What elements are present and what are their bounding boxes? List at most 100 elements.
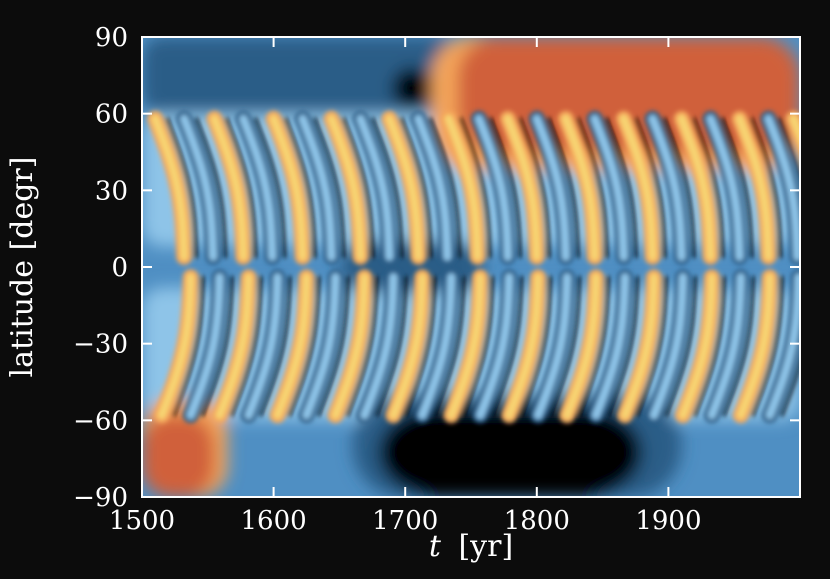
south-wing-core (302, 273, 340, 420)
south-wing-core (418, 273, 456, 420)
north-wing-separator (778, 117, 800, 183)
south-wing-core (186, 273, 224, 420)
north-wing-separator (459, 117, 492, 259)
north-wing-separator (576, 117, 609, 259)
south-wing-separator (490, 275, 523, 417)
south-wing-separator (317, 275, 349, 417)
north-wing-separator (605, 117, 638, 259)
north-wing-core (619, 114, 657, 261)
south-wing-core (215, 273, 253, 420)
north-wing-separator (489, 117, 522, 259)
south-polar-negative-region (378, 407, 643, 497)
butterfly-wings (147, 110, 800, 424)
y-tick-label: 0 (111, 253, 128, 283)
south-wing-separator (461, 275, 494, 417)
south-wing-core (273, 273, 311, 420)
north-wing-core (474, 114, 512, 261)
y-axis-ticks: 90 60 30 0 −30 −60 −90 (73, 23, 800, 513)
south-wing-core (505, 273, 543, 420)
x-tick-label: 1500 (109, 506, 175, 536)
south-wing-separator (751, 275, 784, 417)
south-wing-separator (780, 357, 800, 417)
south-wing-core (534, 273, 572, 420)
north-wing-separator (253, 117, 286, 259)
south-wing-core (621, 273, 658, 420)
south-wing-separator (519, 275, 552, 417)
north-wing-core (590, 114, 628, 261)
y-tick-label: −90 (73, 483, 128, 513)
x-tick-label: 1700 (372, 506, 438, 536)
south-wing-core (331, 273, 369, 420)
north-wing-core (385, 114, 423, 261)
north-wing-separator (371, 117, 403, 259)
south-wing-separator (664, 275, 697, 417)
y-axis-label: latitude [degr] (5, 157, 40, 378)
y-tick-label: −60 (73, 406, 128, 436)
north-wing-separator (224, 117, 257, 259)
south-wing-core (360, 273, 398, 420)
north-wing-separator (721, 117, 753, 259)
south-wing-core (765, 273, 800, 420)
north-wing-core (298, 114, 336, 261)
south-wing-core (244, 273, 282, 420)
south-wing-separator (201, 275, 234, 417)
north-wing-separator (518, 117, 551, 259)
north-wing-separator (547, 117, 580, 259)
north-early-negative-spot (392, 67, 432, 109)
south-wing-separator (432, 275, 465, 417)
north-wing-core (706, 114, 744, 261)
north-wing-core (210, 114, 248, 261)
x-axis-label-unit: [yr] (458, 529, 513, 564)
south-wing-core (678, 273, 716, 420)
south-wing-separator (548, 275, 581, 417)
south-wing-core (736, 273, 774, 420)
x-axis-label: t [yr] (429, 529, 513, 564)
south-wing-separator (606, 275, 639, 417)
plot-area (142, 37, 800, 497)
south-wing-core (707, 273, 745, 420)
north-wing-separator (313, 117, 345, 259)
x-axis-label-variable: t (429, 529, 442, 564)
south-wing-separator (693, 275, 726, 417)
y-tick-label: 30 (95, 176, 128, 206)
north-wing-core (503, 114, 541, 261)
south-wing-separator (635, 275, 668, 417)
south-wing-separator (346, 275, 378, 417)
north-wing-core (677, 114, 715, 261)
north-wing-core (648, 114, 686, 261)
south-wing-separator (722, 275, 755, 417)
north-wing-separator (750, 117, 782, 259)
south-wing-core (389, 273, 427, 420)
south-wing-separator (288, 275, 320, 417)
north-wing-separator (428, 117, 461, 259)
south-wing-separator (230, 275, 263, 417)
south-wing-separator (403, 275, 436, 417)
north-wing-separator (194, 117, 227, 259)
south-polar-positive-region (142, 415, 215, 497)
north-wing-core (239, 114, 277, 261)
y-tick-label: 90 (95, 23, 128, 53)
y-tick-label: −30 (73, 330, 128, 360)
north-wing-separator (692, 117, 724, 259)
south-wing-core (447, 273, 485, 420)
north-wing-core (269, 114, 307, 261)
north-wing-separator (399, 117, 432, 259)
x-axis-ticks: 1500 1600 1700 1800 1900 (109, 37, 701, 536)
north-wing-core (414, 114, 452, 261)
south-wing-core (649, 273, 687, 420)
x-tick-label: 1600 (241, 506, 307, 536)
x-tick-label: 1800 (504, 506, 570, 536)
south-wing-core (157, 273, 195, 420)
north-wing-separator (284, 117, 317, 259)
north-wing-separator (663, 117, 696, 259)
north-wing-core (444, 114, 482, 261)
north-wing-core (327, 114, 365, 261)
south-wing-separator (577, 275, 610, 417)
north-wing-separator (165, 117, 198, 259)
north-wing-core (735, 114, 773, 261)
south-wing-separator (259, 275, 291, 417)
north-wing-separator (634, 117, 667, 259)
north-wing-core (151, 114, 189, 261)
y-tick-label: 60 (95, 100, 128, 130)
